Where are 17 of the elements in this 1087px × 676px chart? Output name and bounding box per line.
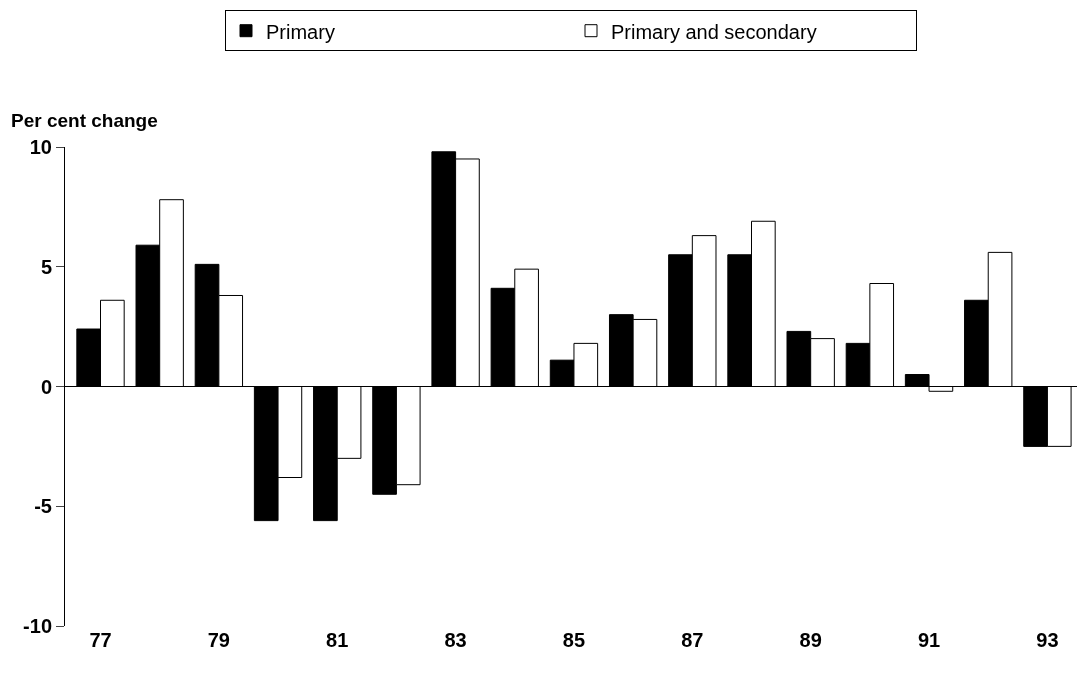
x-tick-label: 77 (89, 629, 112, 651)
x-tick-label: 79 (207, 629, 230, 651)
y-tick-label: 5 (40, 255, 52, 278)
x-tick-label: 83 (444, 629, 467, 651)
y-tick-label: 0 (40, 375, 52, 398)
y-tick-label: -10 (23, 615, 52, 637)
x-tick-label: 93 (1036, 629, 1059, 651)
legend-label: Primary and secondary (611, 20, 817, 43)
x-tick-label: 89 (799, 629, 822, 651)
legend-label: Primary (266, 20, 335, 43)
x-tick-label: 81 (326, 629, 349, 651)
x-tick-label: 91 (917, 629, 941, 651)
x-tick-label: 87 (681, 629, 704, 651)
y-tick-label: 10 (29, 136, 52, 158)
y-axis-title: Per cent change (11, 110, 158, 131)
x-tick-label: 85 (562, 629, 586, 651)
y-tick-label: -5 (34, 495, 52, 518)
